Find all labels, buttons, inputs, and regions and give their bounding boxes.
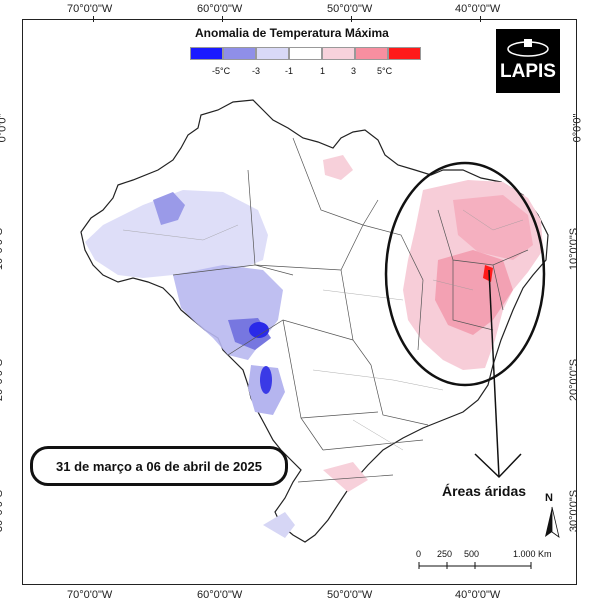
- scale-label: 500: [464, 549, 480, 559]
- legend-title: Anomalia de Temperatura Máxima: [195, 26, 389, 40]
- latitude-label: 20°0'0"S: [0, 358, 6, 402]
- longitude-label: 60°0'0"W: [197, 589, 243, 601]
- longitude-label: 70°0'0"W: [67, 3, 113, 15]
- latitude-label: 10°0'0"S: [568, 227, 581, 271]
- latitude-label: 10°0'0"S: [0, 227, 6, 271]
- scale-label: 0: [416, 549, 422, 559]
- longitude-label: 50°0'0"W: [327, 3, 373, 15]
- map-frame: [22, 19, 577, 585]
- legend-swatch: [289, 47, 322, 60]
- latitude-label: 20°0'0"S: [568, 358, 581, 402]
- scale-bar: [418, 562, 532, 569]
- legend-label: 1: [320, 66, 326, 76]
- legend-swatch: [322, 47, 355, 60]
- lapis-logo: LAPIS: [496, 29, 560, 93]
- longitude-label: 50°0'0"W: [327, 589, 373, 601]
- longitude-label: 40°0'0"W: [455, 3, 501, 15]
- scale-label: 250: [437, 549, 453, 559]
- longitude-label: 40°0'0"W: [455, 589, 501, 601]
- scale-label: 1.000 Km: [513, 549, 552, 559]
- latitude-label: 30°0'0"S: [568, 489, 581, 533]
- latitude-label: 30°0'0"S: [0, 489, 6, 533]
- legend-swatch: [388, 47, 421, 60]
- legend-label: -5°C: [212, 66, 231, 76]
- logo-text: LAPIS: [500, 61, 556, 82]
- latitude-label: 0°0'0": [0, 113, 9, 143]
- latitude-label: 0°0'0": [571, 113, 584, 143]
- municipal-borders: [122, 209, 524, 451]
- longitude-label: 70°0'0"W: [67, 589, 113, 601]
- legend-label: -3: [252, 66, 261, 76]
- legend-label: 3: [351, 66, 357, 76]
- legend-label: -1: [285, 66, 294, 76]
- arid-areas-label: Áreas áridas: [442, 483, 527, 499]
- longitude-label: 60°0'0"W: [197, 3, 243, 15]
- legend-color-bar: [190, 47, 421, 60]
- warm-anomaly-areas: [323, 155, 543, 492]
- north-arrow-icon: [545, 506, 560, 538]
- legend-swatch: [190, 47, 223, 60]
- period-label: 31 de março a 06 de abril de 2025: [30, 446, 288, 486]
- period-text: 31 de março a 06 de abril de 2025: [56, 458, 262, 474]
- north-label: N: [545, 492, 553, 504]
- satellite-icon: [507, 39, 549, 57]
- legend-swatch: [355, 47, 388, 60]
- state-borders: [172, 137, 529, 483]
- cold-anomaly-areas: [85, 190, 295, 538]
- legend-label: 5°C: [377, 66, 393, 76]
- map-canvas: [80, 99, 560, 569]
- legend-swatch: [256, 47, 289, 60]
- legend-swatch: [223, 47, 256, 60]
- arrow-icon: [474, 269, 522, 479]
- arid-region-ellipse: [384, 161, 546, 387]
